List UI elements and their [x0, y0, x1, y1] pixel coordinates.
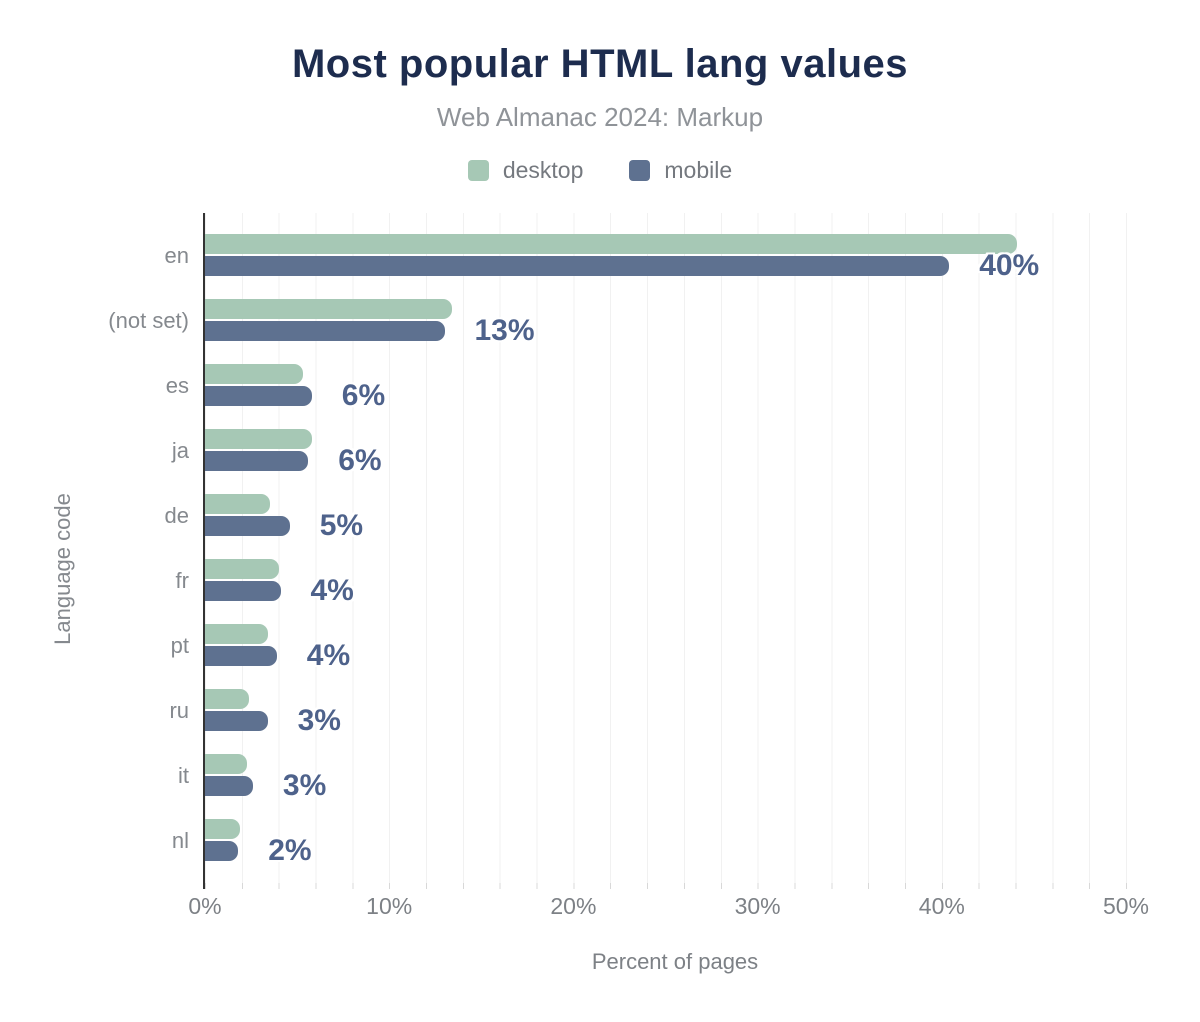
category-label-ja: ja	[171, 438, 189, 463]
bar-desktop-ru	[205, 689, 250, 709]
data-label-pt: 4%	[306, 639, 351, 672]
bar-desktop-ja	[205, 429, 312, 449]
bar-desktop-fr	[205, 559, 279, 579]
y-axis-title: Language code	[50, 493, 75, 645]
x-tick-labels: 0% 10% 20% 30% 40% 50%	[188, 893, 1149, 921]
bar-mobile-en	[205, 256, 950, 276]
data-label-en: 40%	[979, 249, 1040, 282]
category-label-ru: ru	[169, 698, 189, 723]
data-label-es: 6%	[341, 379, 386, 412]
bar-group-de: de 5%	[165, 483, 1145, 548]
chart-title: Most popular HTML lang values	[291, 42, 909, 86]
bar-group-pt: pt 4%	[171, 613, 1145, 678]
category-label-not-set: (not set)	[108, 308, 189, 333]
category-label-pt: pt	[170, 633, 189, 658]
bar-group-nl: nl 2%	[172, 808, 1145, 873]
data-label-not-set: 13%	[474, 314, 535, 347]
bar-mobile-es	[205, 386, 312, 406]
bar-mobile-nl	[205, 841, 239, 861]
bar-desktop-en	[205, 234, 1018, 254]
legend-item-desktop: desktop	[467, 157, 584, 184]
bar-mobile-pt	[205, 646, 277, 666]
bar-group-ja: ja 6%	[172, 418, 1145, 483]
x-tick-20: 20%	[550, 893, 597, 919]
data-label-de: 5%	[319, 509, 364, 542]
legend-swatch-mobile	[629, 160, 651, 181]
category-label-en: en	[164, 243, 189, 268]
category-label-nl: nl	[171, 828, 189, 853]
bar-mobile-fr	[205, 581, 281, 601]
bar-group-fr: fr 4%	[176, 548, 1145, 613]
bar-desktop-es	[205, 364, 303, 384]
bar-mobile-ru	[205, 711, 268, 731]
legend-label-mobile: mobile	[664, 157, 733, 183]
data-label-nl: 2%	[268, 834, 312, 867]
category-label-fr: fr	[175, 568, 189, 593]
x-tick-0: 0%	[188, 893, 222, 919]
legend-label-desktop: desktop	[502, 157, 584, 183]
x-tick-10: 10%	[366, 893, 413, 919]
x-tick-50: 50%	[1102, 893, 1150, 919]
data-label-fr: 4%	[310, 574, 354, 607]
bar-mobile-de	[205, 516, 290, 536]
x-tick-30: 30%	[734, 893, 781, 919]
x-axis-tick-marks	[205, 883, 1145, 889]
bar-group-es: es 6%	[166, 353, 1145, 418]
bar-mobile-not-set	[205, 321, 445, 341]
bar-group-ru: ru 3%	[169, 678, 1145, 743]
bar-mobile-ja	[205, 451, 309, 471]
legend-item-mobile: mobile	[629, 157, 732, 184]
chart-subtitle: Web Almanac 2024: Markup	[436, 102, 764, 132]
bar-desktop-de	[205, 494, 270, 514]
data-label-it: 3%	[282, 769, 327, 802]
data-label-ru: 3%	[297, 704, 341, 737]
category-label-es: es	[165, 373, 189, 398]
bar-rows: en 40% (not set) 13% es 6% ja 6% de 5% fr 4% pt 4% ru 3…	[108, 213, 1145, 883]
x-axis-title: Percent of pages	[591, 949, 759, 974]
y-axis-line	[203, 213, 205, 889]
bar-group-it: it 3%	[178, 743, 1145, 808]
plot-area: en 40% (not set) 13% es 6% ja 6% de 5% fr 4% pt 4% ru 3…	[108, 213, 1145, 889]
category-label-it: it	[178, 763, 189, 788]
bar-group-en: en 40%	[165, 223, 1145, 288]
x-tick-40: 40%	[918, 893, 965, 919]
bar-desktop-pt	[205, 624, 268, 644]
data-label-ja: 6%	[338, 444, 382, 477]
bar-desktop-not-set	[205, 299, 452, 319]
bar-desktop-nl	[205, 819, 240, 839]
bar-desktop-it	[205, 754, 248, 774]
bar-mobile-it	[205, 776, 253, 796]
legend: desktop mobile	[0, 157, 1200, 184]
category-label-de: de	[164, 503, 189, 528]
bar-group-not-set: (not set) 13%	[108, 288, 1145, 353]
legend-swatch-desktop	[467, 160, 489, 181]
